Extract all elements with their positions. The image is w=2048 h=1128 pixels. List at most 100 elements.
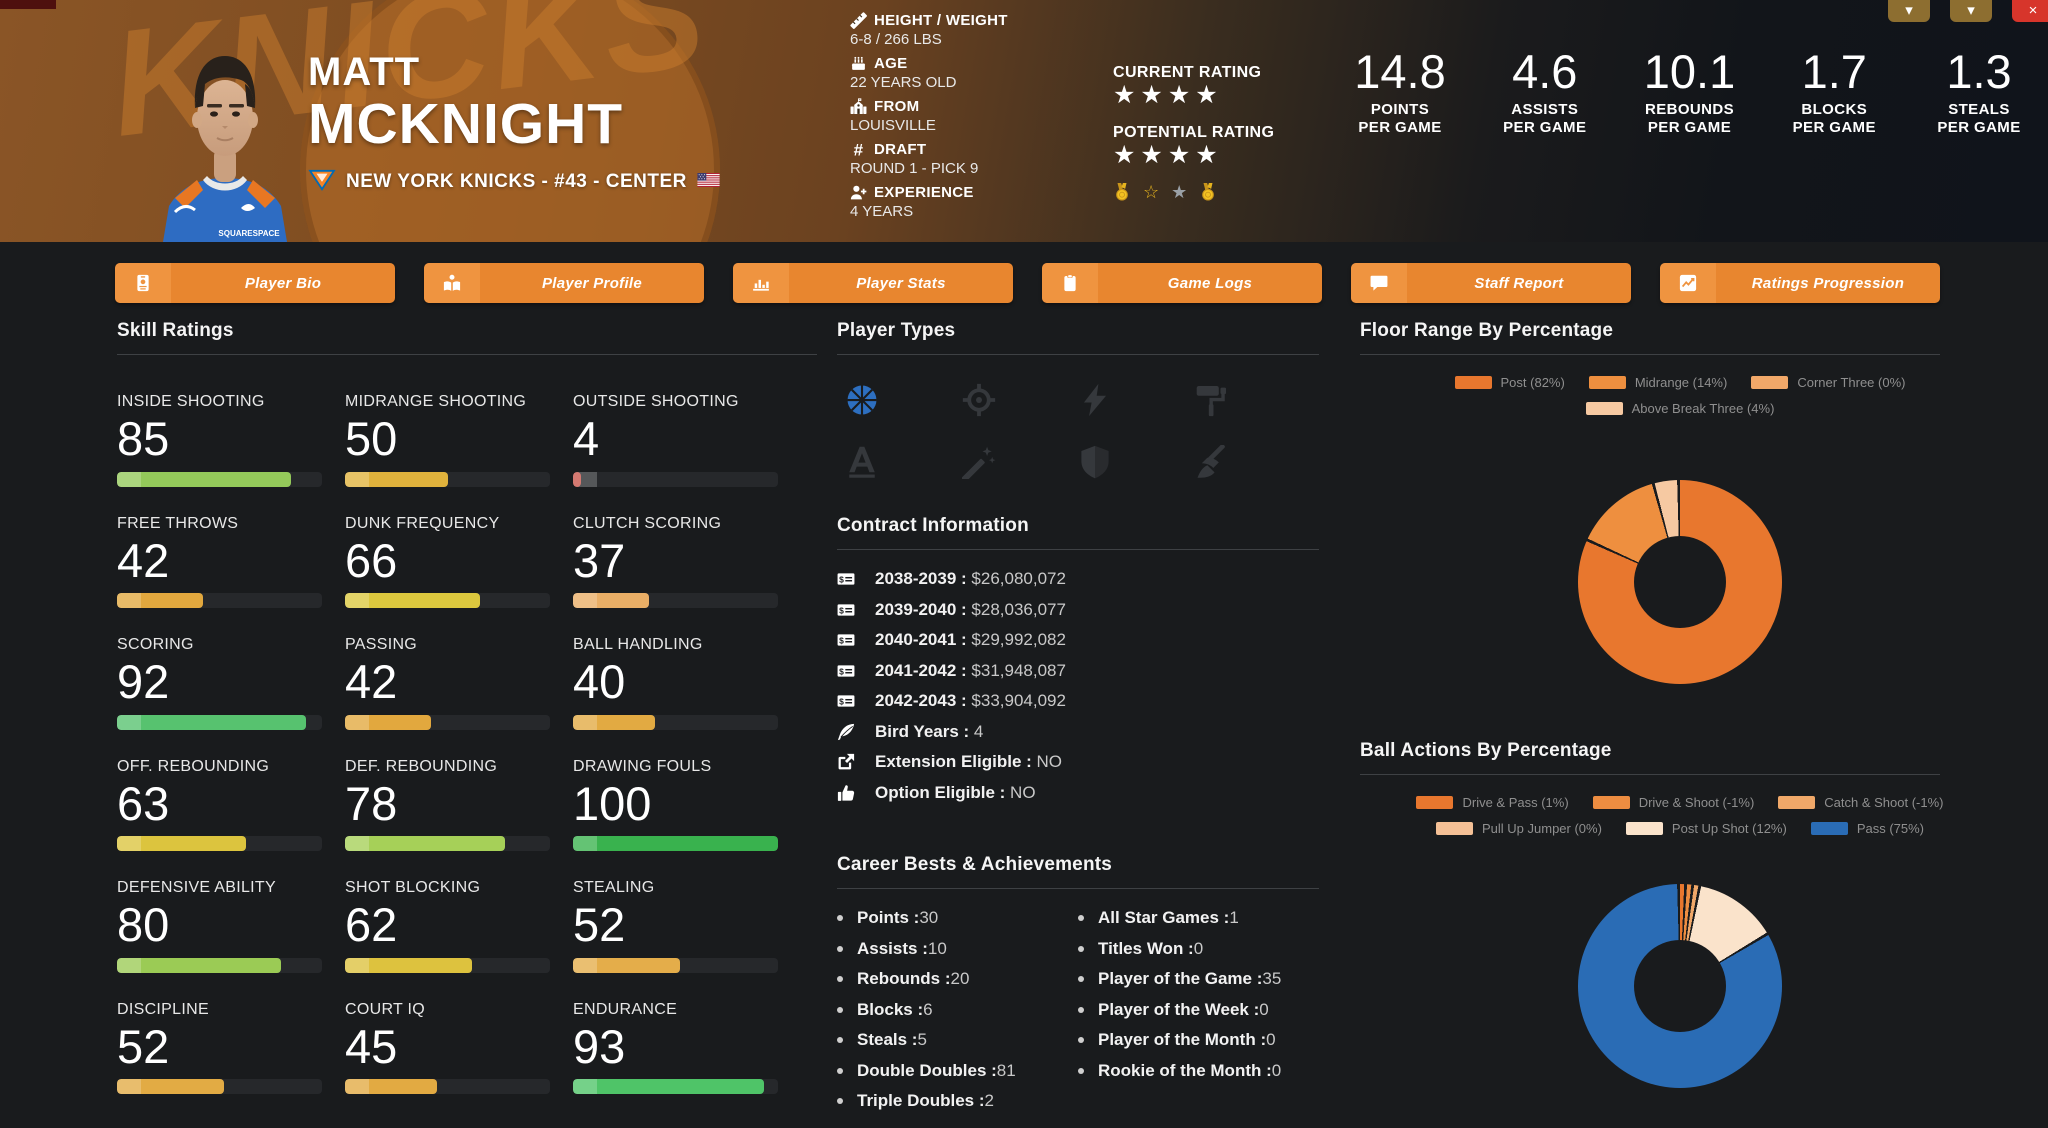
skill-value: 4 [573, 412, 600, 465]
skill-value: 45 [345, 1019, 398, 1073]
contract-label: 2038-2039 : [875, 569, 972, 589]
contract-text: 2040-2041 : $29,992,082 [875, 630, 1066, 650]
tab-player-profile[interactable]: Player Profile [424, 263, 704, 303]
bio-value: LOUISVILLE [850, 117, 936, 134]
cutoff-red-element [0, 0, 56, 9]
window-caret-button-2[interactable]: ▾ [1950, 0, 1992, 22]
legend-swatch [1435, 822, 1473, 835]
skill-label: OUTSIDE SHOOTING [573, 393, 739, 410]
svg-text:$: $ [839, 605, 844, 615]
skill-bar [117, 836, 322, 852]
skill-bar-fill [345, 836, 505, 852]
contract-text: 2038-2039 : $26,080,072 [875, 569, 1066, 589]
tab-player-stats[interactable]: Player Stats [733, 263, 1013, 303]
divider [1360, 774, 1940, 775]
skills-grid: INSIDE SHOOTING 85 MIDRANGE SHOOTING 50 OUTS… [117, 393, 817, 1122]
skill-label: PASSING [345, 636, 418, 654]
bio-item: # DRAFT ROUND 1 - PICK 9 [850, 141, 1100, 177]
skill-bar-fill [345, 593, 481, 609]
career-item: Triple Doubles : 2 [837, 1086, 1078, 1117]
window-caret-button-1[interactable]: ▾ [1888, 0, 1930, 22]
contract-label: Bird Years : [875, 721, 974, 741]
skill-value: 52 [117, 1019, 170, 1073]
usa-flag-icon [697, 172, 720, 192]
legend-swatch [1454, 376, 1492, 389]
window-close-button[interactable]: × [2012, 0, 2048, 22]
paint-roller-icon [1195, 383, 1229, 417]
skill-label: COURT IQ [345, 1000, 426, 1018]
bio-label-text: AGE [874, 55, 908, 72]
bio-label: FROM [850, 98, 1100, 115]
external-link-icon [837, 753, 861, 771]
contract-value: $31,948,087 [971, 660, 1066, 680]
tab-staff-report[interactable]: Staff Report [1351, 263, 1631, 303]
stat-value: 1.3 [1946, 45, 2012, 98]
legend-swatch [1592, 796, 1630, 809]
skill-cell: DEFENSIVE ABILITY 80 [117, 879, 345, 973]
contract-value: $26,080,072 [971, 569, 1066, 589]
contract-label: Extension Eligible : [875, 752, 1037, 772]
skill-label: CLUTCH SCORING [573, 514, 722, 532]
contract-information-title: Contract Information [837, 515, 1029, 536]
player-types-grid [837, 383, 1319, 484]
gold-star-outline-icon: ☆ [1143, 182, 1160, 202]
team-logo-icon [308, 169, 336, 196]
tab-label: Player Bio [244, 274, 322, 292]
legend-swatch [1416, 796, 1454, 809]
bio-value: 22 YEARS OLD [850, 74, 957, 91]
career-item-value: 5 [917, 1030, 927, 1050]
skill-bar-fill [117, 593, 204, 609]
contract-label: 2040-2041 : [875, 630, 972, 650]
legend-swatch [1625, 822, 1663, 835]
skill-bar-fill [573, 957, 680, 973]
skill-cell: ENDURANCE 93 [573, 1001, 801, 1095]
career-item-value: 81 [996, 1060, 1016, 1080]
legend-item: Pass (75%) [1810, 821, 1924, 836]
legend-label: Drive & Shoot (-1%) [1638, 795, 1755, 810]
bar-chart-icon [733, 263, 789, 303]
player-types-title: Player Types [837, 320, 956, 341]
legend-label: Corner Three (0%) [1797, 375, 1906, 390]
skill-cell: SCORING 92 [117, 636, 345, 730]
skill-label: DEF. REBOUNDING [345, 757, 498, 775]
legend-item: Midrange (14%) [1588, 375, 1727, 390]
career-item-value: 35 [1262, 969, 1282, 989]
contract-row: Bird Years : 4 [837, 717, 1319, 748]
crosshair-icon [962, 383, 996, 417]
skill-label: SCORING [117, 636, 194, 654]
skill-value: 100 [573, 776, 652, 830]
skill-bar-fill [345, 714, 432, 730]
stat-label: STEALS PER GAME [1937, 100, 2021, 137]
tab-ratings-progression[interactable]: Ratings Progression [1660, 263, 1940, 303]
skill-bar-fill [117, 714, 306, 730]
skill-bar [117, 593, 322, 609]
career-item: All Star Games : 1 [1078, 903, 1319, 934]
tab-player-bio[interactable]: Player Bio [115, 263, 395, 303]
divider [117, 354, 817, 355]
current-rating-label: CURRENT RATING [1113, 64, 1262, 81]
legend-swatch [1778, 796, 1816, 809]
floor-range-donut-chart [1578, 480, 1782, 684]
tab-game-logs[interactable]: Game Logs [1042, 263, 1322, 303]
money-check-icon: $ [837, 631, 861, 649]
potential-rating-label: POTENTIAL RATING [1113, 123, 1275, 141]
skill-bar-fill [345, 1079, 438, 1095]
money-check-icon: $ [837, 601, 861, 619]
skill-label: MIDRANGE SHOOTING [345, 393, 527, 410]
skill-cell: DRAWING FOULS 100 [573, 758, 801, 852]
team-position-line: NEW YORK KNICKS - #43 - CENTER [346, 171, 687, 193]
svg-text:$: $ [839, 575, 844, 585]
divider [837, 549, 1319, 550]
contract-value: $33,904,092 [971, 691, 1066, 711]
school-icon [850, 98, 867, 115]
legend-item: Post (82%) [1454, 375, 1565, 390]
team-row: NEW YORK KNICKS - #43 - CENTER [308, 169, 720, 196]
contract-row: $2042-2043 : $33,904,092 [837, 686, 1319, 717]
ball-actions-legend: Drive & Pass (1%) Drive & Shoot (-1%) Catc… [1360, 795, 2000, 836]
stat-value: 14.8 [1354, 45, 1446, 98]
contract-text: Extension Eligible : NO [875, 752, 1062, 772]
contract-text: 2042-2043 : $33,904,092 [875, 691, 1066, 711]
silver-star-icon: ★ [1171, 182, 1188, 202]
player-last-name: MCKNIGHT [308, 92, 624, 156]
